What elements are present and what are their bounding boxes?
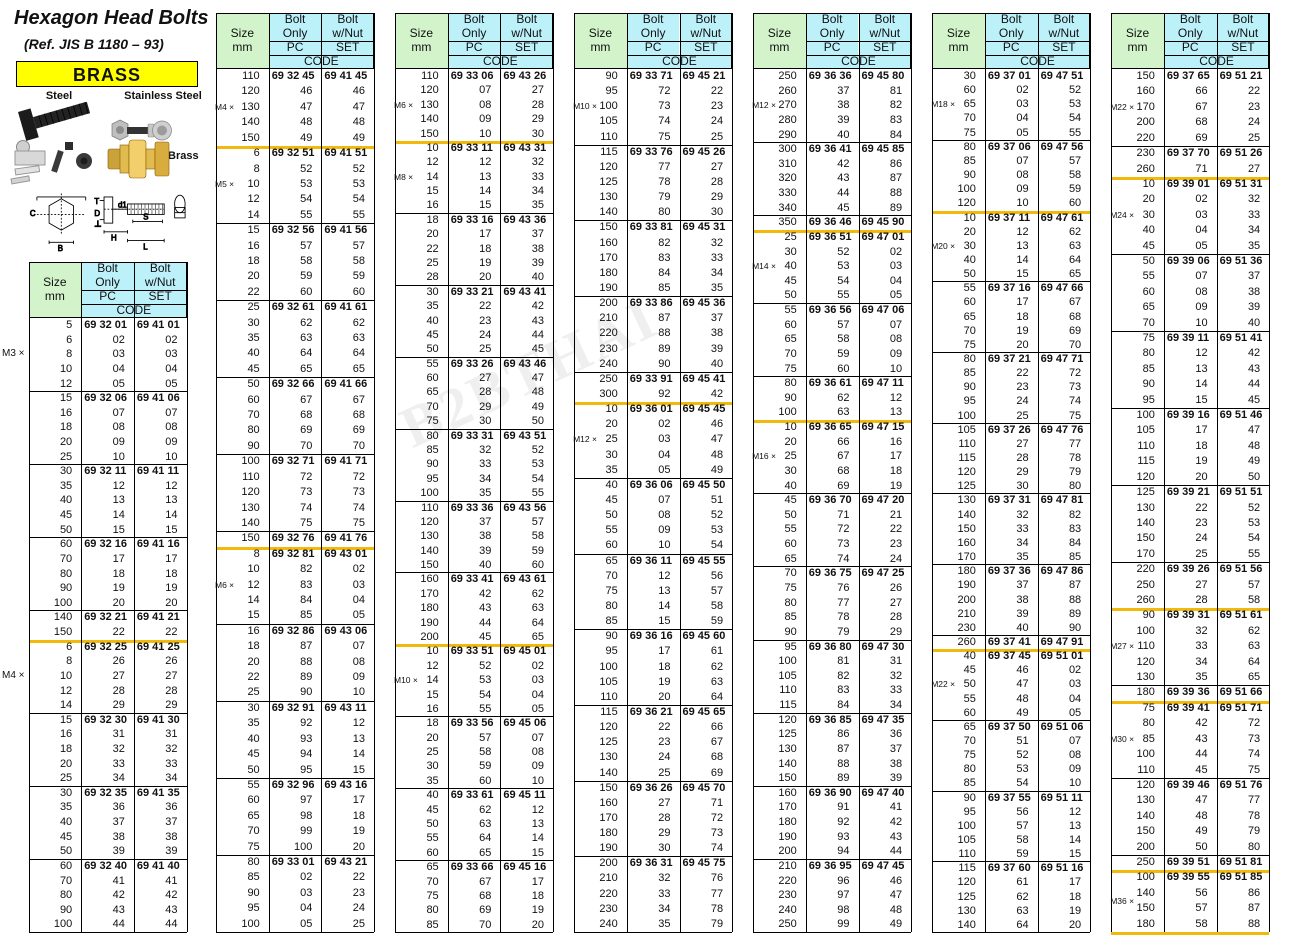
svg-text:T: T (94, 197, 99, 206)
svg-text:d1: d1 (118, 200, 127, 209)
svg-text:D: D (94, 209, 100, 218)
svg-text:C: C (30, 209, 36, 218)
svg-text:⊥: ⊥ (94, 220, 101, 229)
svg-text:H: H (111, 234, 117, 243)
svg-text:S: S (143, 213, 148, 222)
svg-text:L: L (143, 242, 148, 251)
svg-text:B: B (58, 244, 63, 253)
